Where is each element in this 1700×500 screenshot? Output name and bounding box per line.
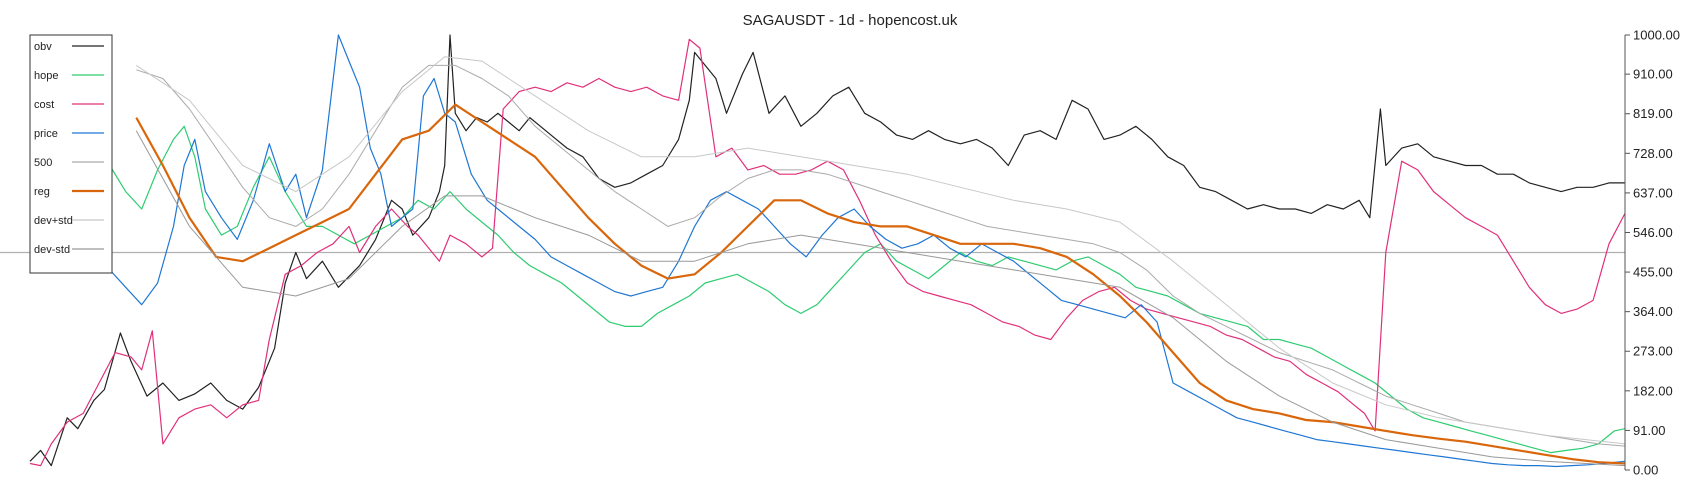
y-tick-label: 546.00 [1633, 225, 1673, 240]
chart-title: SAGAUSDT - 1d - hopencost.uk [743, 12, 958, 29]
y-tick-label: 364.00 [1633, 304, 1673, 319]
series-layer [29, 34, 1626, 468]
legend-label-dev-std: dev-std [34, 244, 70, 256]
y-tick-label: 1000.00 [1633, 28, 1680, 43]
series-line-dev-std [136, 56, 1626, 445]
y-tick-label: 637.00 [1633, 185, 1673, 200]
y-axis: 1000.00 910.00 819.00 728.00 637.00 546.00 455… [1625, 28, 1680, 478]
legend-label-cost: cost [34, 99, 54, 111]
y-tick-label: 273.00 [1633, 344, 1673, 359]
legend-label-obv: obv [34, 41, 52, 53]
y-tick-label: 819.00 [1633, 106, 1673, 121]
series-line-obv [29, 34, 1625, 467]
series-line-price [29, 34, 1626, 468]
series-line-500 [136, 64, 1626, 447]
series-line-reg [135, 103, 1626, 465]
y-tick-label: 455.00 [1633, 265, 1673, 280]
y-tick-label: 0.00 [1633, 463, 1658, 478]
legend-label-500: 500 [34, 157, 52, 169]
series-line-cost [29, 38, 1626, 467]
legend-label-dev-std: dev+std [34, 215, 73, 227]
legend-label-hope: hope [34, 70, 58, 82]
y-tick-label: 910.00 [1633, 67, 1673, 82]
legend-label-price: price [34, 128, 58, 140]
legend-label-reg: reg [34, 186, 50, 198]
y-tick-label: 91.00 [1633, 423, 1666, 438]
series-line-hope [29, 86, 1626, 454]
y-tick-label: 182.00 [1633, 383, 1673, 398]
legend: obv hope cost price 500 reg dev+std dev-std [29, 34, 113, 274]
series-line-dev-std [135, 130, 1626, 467]
y-tick-label: 728.00 [1633, 146, 1673, 161]
